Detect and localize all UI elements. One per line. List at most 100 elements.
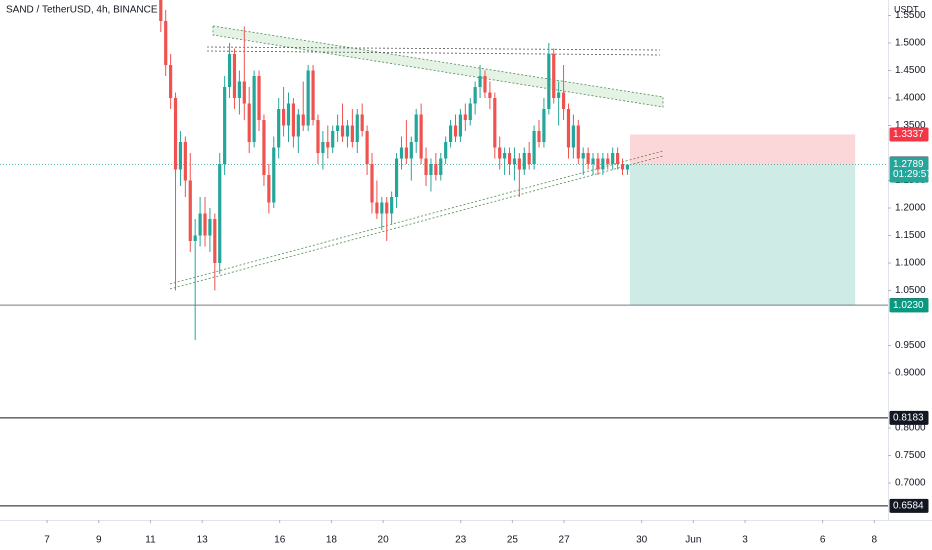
x-tick-label: 25 <box>507 535 519 546</box>
candle-body <box>517 158 521 170</box>
candle-body <box>267 175 271 203</box>
entry-badge <box>889 157 929 183</box>
candle-body <box>345 125 350 137</box>
candle-body <box>532 131 536 165</box>
candle-body <box>198 213 202 236</box>
candle-body <box>498 147 502 159</box>
x-tick-label: 7 <box>44 535 50 546</box>
y-tick-label: 0.9000 <box>895 368 926 379</box>
candle-body <box>365 131 369 165</box>
candle-body <box>615 153 620 165</box>
x-tick-label: 27 <box>559 535 571 546</box>
candle-body <box>394 158 399 198</box>
candle-body <box>164 21 168 66</box>
candle-body <box>311 70 315 121</box>
candle-body <box>296 114 300 137</box>
candle-body <box>390 197 394 214</box>
candle-body <box>591 158 595 165</box>
drawings <box>169 25 664 290</box>
level-badge <box>889 410 929 425</box>
support-line <box>169 150 664 285</box>
countdown: 01:29:57 <box>893 169 932 180</box>
level-badge <box>889 498 929 513</box>
y-tick-label: 1.0500 <box>895 285 926 296</box>
candle-body <box>625 164 630 170</box>
x-tick-label: 13 <box>197 535 209 546</box>
candle-body <box>503 153 507 159</box>
candle-body <box>183 142 187 181</box>
candle-body <box>306 70 310 126</box>
candle-body <box>232 54 237 99</box>
candle-body <box>213 218 217 263</box>
candle-body <box>409 142 413 159</box>
candle-body <box>468 103 472 121</box>
y-tick-label: 0.7000 <box>895 478 926 489</box>
y-tick-label: 1.1000 <box>895 258 926 269</box>
candle-body <box>444 142 448 159</box>
candle-body <box>399 147 404 159</box>
resistance-line <box>206 46 661 51</box>
candle-body <box>493 98 497 148</box>
candle-body <box>277 109 281 148</box>
candle-body <box>483 76 487 93</box>
candle-body <box>488 92 492 99</box>
candle-body <box>252 76 256 143</box>
candle-body <box>262 120 266 176</box>
candle-body <box>537 131 541 143</box>
candle-body <box>360 114 364 132</box>
candle-body <box>208 218 212 236</box>
candle-body <box>223 87 227 165</box>
candle-body <box>218 164 222 263</box>
candle-body <box>173 98 178 170</box>
candle-body <box>453 125 458 137</box>
candle-body <box>281 109 286 126</box>
candle-body <box>557 92 561 99</box>
candle-body <box>561 92 566 110</box>
level-badge-label: 0.6584 <box>893 501 924 512</box>
candle-body <box>286 103 291 126</box>
candle-body <box>620 164 625 170</box>
candle-body <box>336 125 340 132</box>
candle-body <box>169 65 173 99</box>
support-line <box>169 155 664 290</box>
candle-body <box>424 158 428 176</box>
candle-body <box>404 147 408 159</box>
unit-label: USDT <box>894 4 919 14</box>
candle-body <box>478 76 482 88</box>
candle-body <box>601 158 605 170</box>
target-zone <box>630 164 856 306</box>
candle-body <box>355 114 359 143</box>
candle-body <box>203 213 207 236</box>
candle-body <box>321 142 325 154</box>
candle-body <box>419 114 423 159</box>
candle-body <box>571 125 575 148</box>
x-tick-label: 6 <box>820 535 826 546</box>
candle-body <box>188 180 192 241</box>
candle-body <box>301 114 305 126</box>
x-tick-label: Jun <box>685 535 701 546</box>
candle-body <box>316 120 320 154</box>
y-tick-label: 0.7500 <box>895 450 926 461</box>
candle-body <box>414 114 418 143</box>
candle-body <box>375 202 379 214</box>
x-tick-label: 11 <box>145 535 156 546</box>
candle-body <box>331 131 335 148</box>
descending-channel <box>212 25 664 108</box>
stop-badge <box>889 127 929 142</box>
candle-body <box>596 158 600 170</box>
target-badge <box>889 298 929 313</box>
y-tick-label: 1.1500 <box>895 230 926 241</box>
y-tick-label: 1.5500 <box>895 10 926 21</box>
candle-body <box>522 153 526 170</box>
candle-body <box>326 142 330 148</box>
x-tick-label: 18 <box>326 535 338 546</box>
candle-body <box>370 164 374 203</box>
x-tick-label: 20 <box>378 535 390 546</box>
candle-body <box>586 153 590 165</box>
y-tick-label: 1.4500 <box>895 65 926 76</box>
candle-body <box>247 103 251 143</box>
candle-body <box>448 125 453 143</box>
candle-body <box>463 114 467 121</box>
chart-title: SAND / TetherUSD, 4h, BINANCE <box>6 5 158 16</box>
